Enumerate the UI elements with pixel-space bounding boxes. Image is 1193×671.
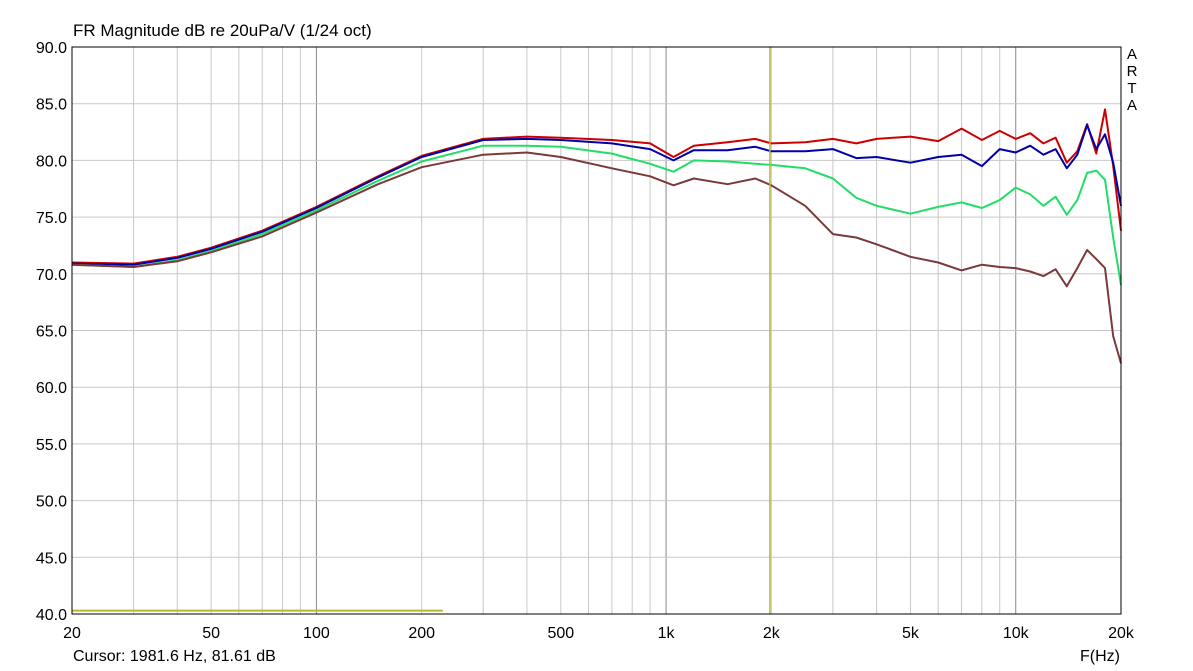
x-tick-label: 200 (408, 625, 435, 642)
y-tick-label: 65.0 (36, 324, 67, 341)
grid-lines (72, 47, 1121, 614)
brand-letter: A (1126, 97, 1137, 114)
series-line (71, 144, 1122, 286)
x-tick-label: 20 (63, 625, 81, 642)
x-tick-label: 5k (902, 625, 920, 642)
chart-title: FR Magnitude dB re 20uPa/V (1/24 oct) (73, 21, 372, 40)
y-tick-label: 60.0 (36, 380, 67, 397)
brand-letter: R (1126, 63, 1138, 80)
y-axis-tick-labels: 90.0 85.0 80.0 75.0 70.0 65.0 60.0 55.0 50.0 45.0… (36, 40, 67, 624)
y-tick-label: 70.0 (36, 267, 67, 284)
series-group (71, 108, 1122, 364)
y-tick-label: 85.0 (36, 97, 67, 114)
brand-letter: T (1127, 80, 1137, 97)
series-line (71, 108, 1122, 265)
y-tick-label: 50.0 (36, 494, 67, 511)
y-tick-label: 40.0 (36, 607, 67, 624)
series-line (71, 124, 1122, 266)
x-tick-label: 2k (763, 625, 781, 642)
y-tick-label: 55.0 (36, 437, 67, 454)
y-tick-label: 45.0 (36, 550, 67, 567)
y-tick-label: 80.0 (36, 153, 67, 170)
brand-letter: A (1126, 46, 1137, 63)
y-tick-label: 90.0 (36, 40, 67, 57)
x-axis-label: F(Hz) (1080, 648, 1120, 665)
x-tick-label: 10k (1003, 625, 1030, 642)
x-tick-label: 500 (547, 625, 574, 642)
brand-label: A R T A (1125, 46, 1139, 114)
cursor-readout: Cursor: 1981.6 Hz, 81.61 dB (73, 648, 276, 665)
x-tick-label: 20k (1108, 625, 1135, 642)
cursor-layer (72, 47, 771, 614)
y-tick-label: 75.0 (36, 210, 67, 227)
x-tick-label: 1k (658, 625, 676, 642)
series-line (71, 151, 1122, 364)
plot-frame (71, 46, 1122, 615)
x-tick-label: 50 (202, 625, 220, 642)
x-axis-tick-labels: 20 50 100 200 500 1k 2k 5k 10k 20k (63, 625, 1135, 642)
x-tick-label: 100 (303, 625, 330, 642)
